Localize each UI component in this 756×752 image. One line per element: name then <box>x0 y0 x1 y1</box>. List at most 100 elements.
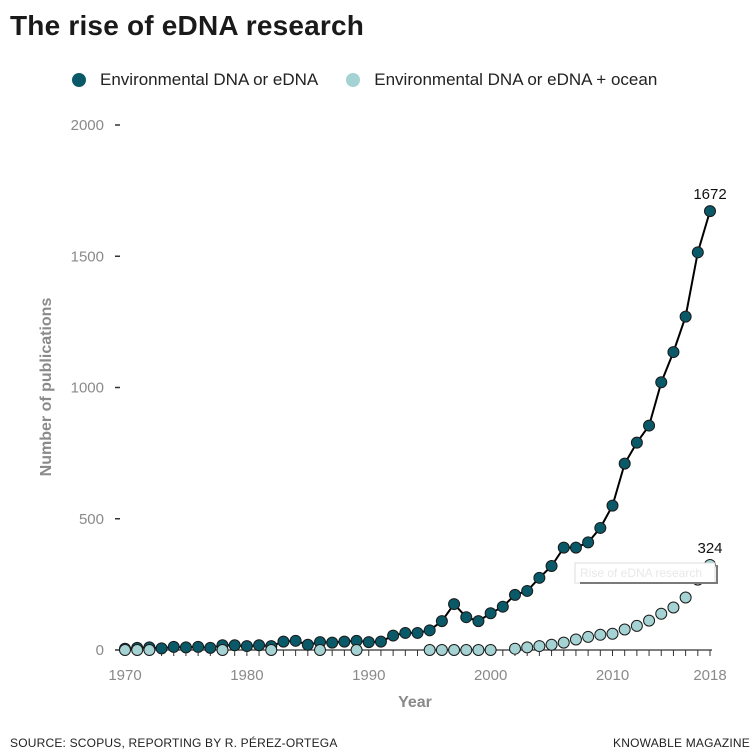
annotation-shadow <box>580 565 718 584</box>
data-point <box>399 626 412 639</box>
plot-area: 1672 324 Rise of eDNA research <box>119 186 727 656</box>
data-point <box>557 636 570 649</box>
data-point <box>545 638 558 651</box>
data-point <box>484 644 497 656</box>
data-point <box>301 638 314 651</box>
y-tick-label: 0 <box>96 642 104 659</box>
data-point <box>216 644 229 656</box>
data-point <box>374 635 387 648</box>
data-point <box>179 641 192 654</box>
data-point <box>679 310 692 323</box>
data-point <box>277 635 290 648</box>
data-point <box>289 634 302 647</box>
data-point <box>350 644 363 656</box>
x-tick-label: 2000 <box>474 667 507 684</box>
data-point <box>448 644 461 656</box>
annotation-text: Rise of eDNA research <box>580 566 702 580</box>
data-point <box>655 607 668 620</box>
data-point <box>655 376 668 389</box>
data-point <box>704 205 716 218</box>
x-tick-label: 1990 <box>352 667 385 684</box>
data-point <box>143 644 156 656</box>
legend-marker-edna-ocean <box>346 73 361 87</box>
data-point <box>423 644 436 656</box>
data-point <box>460 644 473 656</box>
x-tick-label: 2010 <box>596 667 629 684</box>
data-point <box>533 571 546 584</box>
chart-title: The rise of eDNA research <box>10 10 365 41</box>
data-point <box>569 633 582 646</box>
data-point <box>594 628 607 641</box>
data-point <box>630 619 643 632</box>
data-point <box>131 644 144 656</box>
y-tick-label: 500 <box>79 511 104 528</box>
data-point <box>582 536 595 549</box>
data-point <box>338 635 351 648</box>
legend-item-edna-ocean: Environmental DNA or eDNA + ocean <box>346 70 657 90</box>
data-point <box>204 641 217 654</box>
legend-label-edna: Environmental DNA or eDNA <box>100 70 319 89</box>
data-point <box>253 639 266 652</box>
data-point <box>484 607 497 620</box>
data-point <box>509 588 521 601</box>
data-point <box>472 615 485 628</box>
data-point <box>618 457 631 470</box>
data-point <box>569 541 582 554</box>
data-point <box>240 640 253 653</box>
data-point <box>496 600 509 613</box>
data-point <box>521 641 534 654</box>
y-tick-label: 1000 <box>71 380 104 397</box>
x-tick-label: 1980 <box>230 667 263 684</box>
data-point <box>435 615 448 628</box>
data-point <box>460 611 473 624</box>
data-point <box>545 560 558 572</box>
data-point <box>119 644 131 656</box>
legend-marker-edna <box>72 73 86 87</box>
data-point <box>265 644 278 656</box>
data-point <box>314 644 326 656</box>
end-value-label: 1672 <box>693 186 726 203</box>
data-point <box>643 614 656 627</box>
y-tick-label: 1500 <box>71 248 104 265</box>
y-tick-label: 2000 <box>71 117 104 134</box>
y-axis-label: Number of publications <box>38 298 55 477</box>
data-point <box>228 639 241 652</box>
data-point <box>679 591 692 604</box>
x-tick-label: 1970 <box>108 667 141 684</box>
x-axis-label: Year <box>398 694 432 711</box>
legend-item-edna: Environmental DNA or eDNA <box>72 70 318 90</box>
data-point <box>423 624 436 637</box>
data-point <box>582 630 595 643</box>
series-edna-ocean: 324 <box>119 540 723 656</box>
data-point <box>594 521 607 534</box>
data-point <box>167 640 180 653</box>
data-point <box>667 346 680 359</box>
data-point <box>533 640 546 653</box>
data-point <box>618 623 631 636</box>
data-point <box>557 541 570 554</box>
end-value-label: 324 <box>697 540 722 557</box>
data-point <box>472 644 485 656</box>
legend-label-edna-ocean: Environmental DNA or eDNA + ocean <box>374 70 658 89</box>
data-point <box>326 636 339 649</box>
data-point <box>509 642 521 655</box>
axes: 0 500 1000 1500 2000 1970 1980 1990 2000 2010 2018 <box>71 117 727 684</box>
publisher-credit: KNOWABLE MAGAZINE <box>613 736 750 750</box>
x-tick-label: 2018 <box>693 667 726 684</box>
data-point <box>387 629 400 642</box>
data-point <box>521 584 534 597</box>
data-point <box>362 636 375 649</box>
data-point <box>606 627 619 640</box>
source-note: SOURCE: SCOPUS, REPORTING BY R. PÉREZ-OR… <box>10 736 338 750</box>
data-point <box>606 499 619 512</box>
legend: Environmental DNA or eDNA Environmental … <box>72 70 685 90</box>
data-point <box>155 642 168 655</box>
data-point <box>643 419 656 432</box>
data-point <box>192 640 205 653</box>
data-point <box>691 246 704 259</box>
data-point <box>630 436 643 449</box>
annotation: Rise of eDNA research <box>574 562 718 584</box>
data-point <box>448 598 461 611</box>
data-point <box>667 601 680 614</box>
